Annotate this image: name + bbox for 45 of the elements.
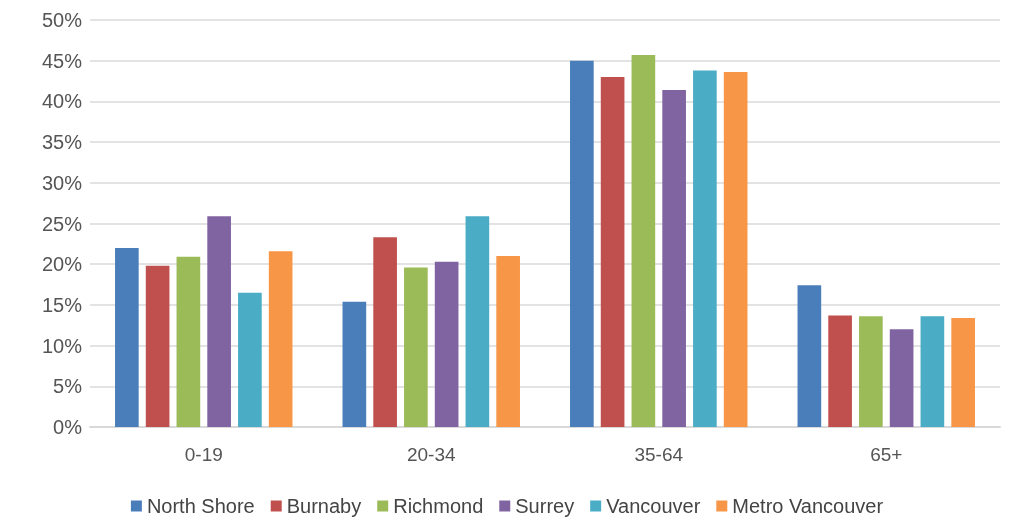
bar bbox=[693, 70, 717, 427]
bar bbox=[600, 76, 625, 427]
legend-label: Vancouver bbox=[606, 495, 701, 517]
bar bbox=[797, 285, 822, 427]
y-tick-label: 15% bbox=[41, 293, 83, 316]
bar bbox=[828, 315, 852, 427]
bar bbox=[920, 316, 945, 427]
bar bbox=[115, 247, 139, 427]
legend-label: Richmond bbox=[393, 495, 484, 517]
bar bbox=[176, 256, 201, 427]
bar bbox=[951, 317, 975, 427]
x-tick-label: 35-64 bbox=[634, 444, 684, 465]
bar bbox=[723, 72, 748, 427]
bar bbox=[859, 316, 883, 427]
legend-label: Surrey bbox=[515, 495, 575, 517]
bar bbox=[631, 55, 656, 427]
y-tick-label: 40% bbox=[41, 90, 83, 113]
bar bbox=[404, 267, 428, 427]
bar bbox=[342, 301, 367, 427]
y-tick-label: 45% bbox=[41, 49, 83, 72]
bar bbox=[434, 261, 459, 427]
bar bbox=[207, 216, 231, 427]
y-tick-label: 0% bbox=[53, 416, 83, 438]
x-tick-label: 20-34 bbox=[406, 444, 456, 465]
legend-label: Burnaby bbox=[286, 495, 362, 517]
bar bbox=[238, 292, 262, 427]
bar bbox=[496, 256, 520, 427]
y-tick-label: 25% bbox=[41, 212, 83, 235]
y-tick-label: 5% bbox=[53, 375, 83, 398]
y-tick-label: 10% bbox=[41, 334, 83, 357]
bar bbox=[570, 60, 594, 427]
y-tick-label: 50% bbox=[41, 9, 83, 31]
bar bbox=[145, 265, 170, 427]
x-tick-label: 65+ bbox=[870, 444, 903, 465]
x-tick-label: 0-19 bbox=[184, 444, 223, 465]
bar bbox=[268, 251, 293, 427]
bar bbox=[465, 216, 490, 427]
y-tick-label: 35% bbox=[41, 131, 83, 154]
bar bbox=[662, 90, 686, 427]
y-tick-label: 30% bbox=[41, 171, 83, 194]
y-tick-label: 20% bbox=[41, 253, 83, 276]
legend-label: Metro Vancouver bbox=[732, 495, 884, 517]
bar bbox=[889, 329, 914, 427]
legend-label: North Shore bbox=[146, 495, 255, 517]
bar bbox=[373, 237, 397, 427]
